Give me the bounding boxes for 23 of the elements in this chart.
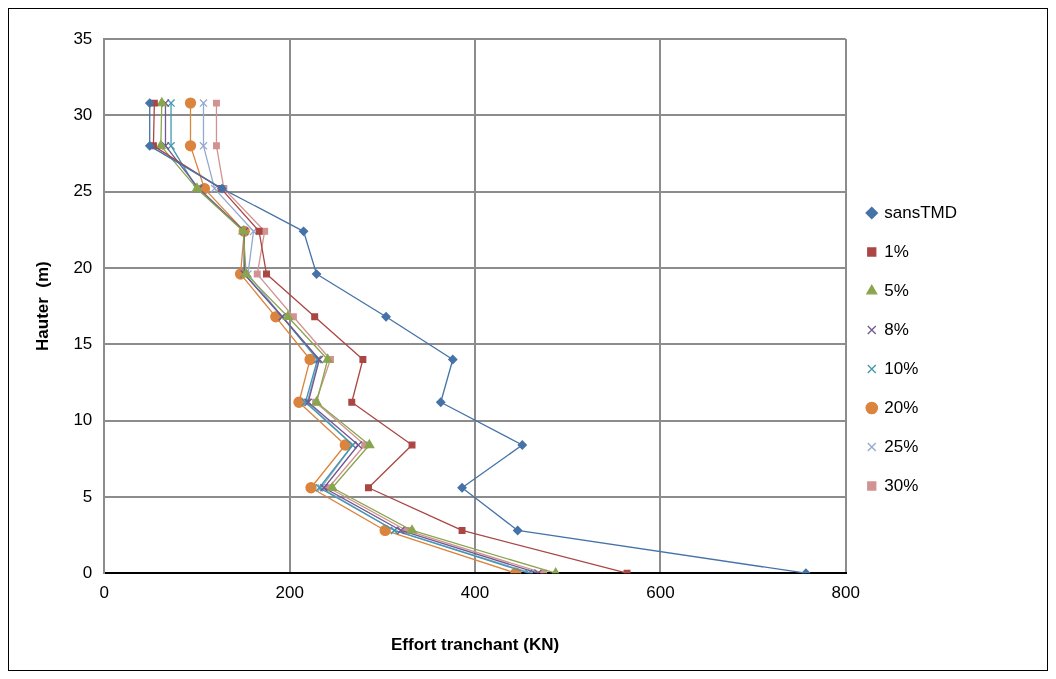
legend-label: 8% (884, 319, 909, 339)
legend-label: sansTMD (884, 202, 957, 222)
y-axis-title: Hauter (m) (32, 261, 52, 351)
x-tick-label: 0 (99, 583, 110, 603)
legend-label: 5% (884, 280, 909, 300)
x-tick-label: 400 (460, 583, 490, 603)
x-tick-label: 200 (275, 583, 304, 603)
y-tick-label: 5 (82, 486, 93, 506)
x-tick-label: 800 (831, 583, 860, 603)
legend-label: 10% (884, 358, 919, 378)
y-tick-label: 20 (73, 257, 93, 277)
legend-label: 1% (884, 241, 909, 261)
y-tick-label: 10 (73, 410, 93, 430)
x-tick-label: 600 (646, 583, 675, 603)
x-axis-title: Effort tranchant (KN) (390, 635, 560, 655)
legend-label: 30% (884, 475, 919, 495)
y-tick-label: 0 (82, 562, 93, 582)
legend-label: 25% (884, 436, 919, 456)
legend-label: 20% (884, 397, 919, 417)
y-tick-label: 15 (73, 333, 93, 353)
y-tick-label: 25 (73, 181, 93, 201)
y-tick-label: 30 (73, 105, 93, 124)
y-tick-label: 35 (73, 28, 93, 48)
